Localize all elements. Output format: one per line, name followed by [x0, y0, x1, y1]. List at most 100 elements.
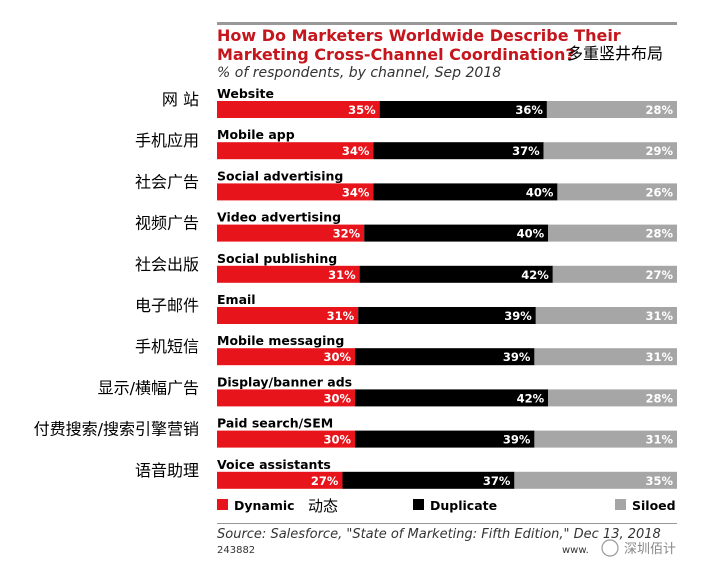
bar-row-social-publishing: Social publishing 社会出版 31% 42% 27%: [135, 251, 677, 283]
duplicate-segment: [373, 142, 544, 160]
category-label-zh: 网 站: [162, 90, 199, 109]
watermark: 深圳佰计: [601, 539, 676, 557]
chart-title-line-2: Marketing Cross-Channel Coordination?: [217, 45, 575, 64]
dynamic-value-label: 31%: [327, 309, 355, 323]
siloed-value-label: 28%: [645, 391, 673, 405]
bar-row-voice-assistants: Voice assistants 语音助理 27% 37% 35%: [135, 457, 677, 489]
category-label-zh: 社会广告: [135, 172, 199, 191]
siloed-segment: [548, 224, 677, 242]
dynamic-value-label: 34%: [342, 144, 370, 158]
siloed-segment: [535, 307, 677, 324]
category-label-zh: 显示/横幅广告: [98, 378, 199, 397]
siloed-value-label: 26%: [645, 185, 673, 199]
siloed-value-label: 27%: [645, 268, 673, 282]
legend-label: Dynamic: [234, 498, 295, 513]
chart-subtitle: % of respondents, by channel, Sep 2018: [217, 65, 501, 81]
category-label: Social publishing: [217, 251, 337, 266]
siloed-segment: [534, 348, 677, 366]
wechat-icon: [601, 539, 619, 557]
chart-id: 243882: [217, 545, 255, 556]
category-label-zh: 手机应用: [135, 131, 199, 150]
legend-label-zh: 动态: [308, 497, 338, 515]
duplicate-value-label: 40%: [517, 227, 545, 241]
siloed-segment: [546, 101, 677, 118]
legend-swatch: [413, 499, 424, 510]
category-label: Email: [217, 292, 256, 307]
category-label: Paid search/SEM: [217, 416, 333, 431]
category-label: Social advertising: [217, 168, 343, 183]
site-logo-text: www.: [562, 545, 589, 556]
legend-swatch: [615, 499, 626, 510]
dynamic-segment: [217, 307, 359, 324]
duplicate-segment: [355, 348, 535, 366]
category-label: Mobile messaging: [217, 333, 344, 348]
legend-swatch: [217, 499, 228, 510]
legend-label: Siloed: [632, 498, 676, 513]
siloed-value-label: 31%: [645, 309, 673, 323]
bar-row-email: Email 电子邮件 31% 39% 31%: [135, 292, 677, 324]
category-label-zh: 手机短信: [135, 337, 199, 356]
watermark-text: 深圳佰计: [624, 542, 676, 557]
category-label: Mobile app: [217, 127, 295, 142]
category-label-zh: 付费搜索/搜索引擎营销: [34, 420, 199, 439]
duplicate-segment: [358, 307, 536, 324]
duplicate-value-label: 37%: [483, 474, 511, 488]
bar-row-video-advertising: Video advertising 视频广告 32% 40% 28%: [135, 210, 677, 242]
legend-item-siloed: Siloed: [615, 498, 676, 513]
legend: Dynamic 动态 Duplicate Siloed: [217, 497, 676, 515]
dynamic-value-label: 27%: [311, 474, 339, 488]
siloed-segment: [514, 471, 677, 489]
dynamic-segment: [217, 471, 343, 489]
dynamic-segment: [217, 389, 355, 407]
dynamic-value-label: 30%: [323, 350, 351, 364]
category-label-zh: 视频广告: [135, 214, 199, 233]
dynamic-segment: [217, 101, 380, 118]
dynamic-segment: [217, 430, 355, 448]
bar-row-social-advertising: Social advertising 社会广告 34% 40% 26%: [135, 168, 677, 201]
duplicate-segment: [355, 389, 549, 407]
bar-row-mobile-app: Mobile app 手机应用 34% 37% 29%: [135, 127, 677, 160]
duplicate-value-label: 36%: [515, 103, 543, 117]
category-label-zh: 语音助理: [135, 461, 199, 480]
duplicate-segment: [379, 101, 547, 118]
dynamic-value-label: 31%: [328, 268, 356, 282]
chart-title-line-1: How Do Marketers Worldwide Describe Thei…: [217, 26, 621, 45]
duplicate-value-label: 39%: [503, 350, 531, 364]
siloed-value-label: 28%: [645, 103, 673, 117]
dynamic-value-label: 32%: [333, 227, 361, 241]
siloed-value-label: 35%: [645, 474, 673, 488]
dynamic-segment: [217, 265, 360, 283]
category-label-zh: 社会出版: [135, 255, 199, 274]
category-label: Voice assistants: [217, 457, 331, 472]
siloed-value-label: 28%: [645, 227, 673, 241]
dynamic-value-label: 30%: [323, 433, 351, 447]
duplicate-segment: [342, 471, 515, 489]
siloed-segment: [552, 265, 677, 283]
siloed-segment: [543, 142, 677, 160]
siloed-value-label: 29%: [645, 144, 673, 158]
duplicate-value-label: 40%: [526, 185, 554, 199]
duplicate-value-label: 42%: [521, 268, 549, 282]
duplicate-value-label: 39%: [504, 309, 532, 323]
category-label: Website: [217, 86, 274, 101]
dynamic-segment: [217, 224, 365, 242]
dynamic-value-label: 34%: [342, 185, 370, 199]
siloed-value-label: 31%: [645, 433, 673, 447]
category-label-zh: 电子邮件: [135, 296, 199, 315]
legend-item-duplicate: Duplicate: [413, 498, 497, 513]
dynamic-value-label: 30%: [323, 391, 351, 405]
siloed-segment: [548, 389, 677, 407]
bar-row-display-banner-ads: Display/banner ads 显示/横幅广告 30% 42% 28%: [98, 374, 677, 407]
duplicate-value-label: 42%: [517, 391, 545, 405]
dynamic-segment: [217, 348, 355, 366]
duplicate-segment: [373, 183, 558, 201]
category-label: Display/banner ads: [217, 374, 352, 389]
legend-label: Duplicate: [430, 498, 497, 513]
top-rule: [217, 22, 677, 25]
dynamic-segment: [217, 142, 374, 160]
siloed-segment: [557, 183, 677, 201]
source-note: Source: Salesforce, "State of Marketing:…: [217, 527, 661, 542]
duplicate-value-label: 39%: [503, 433, 531, 447]
bars-layer: Website 网 站 35% 36% 28% Mobile app 手机应用 34% 37% 2…: [34, 86, 677, 489]
